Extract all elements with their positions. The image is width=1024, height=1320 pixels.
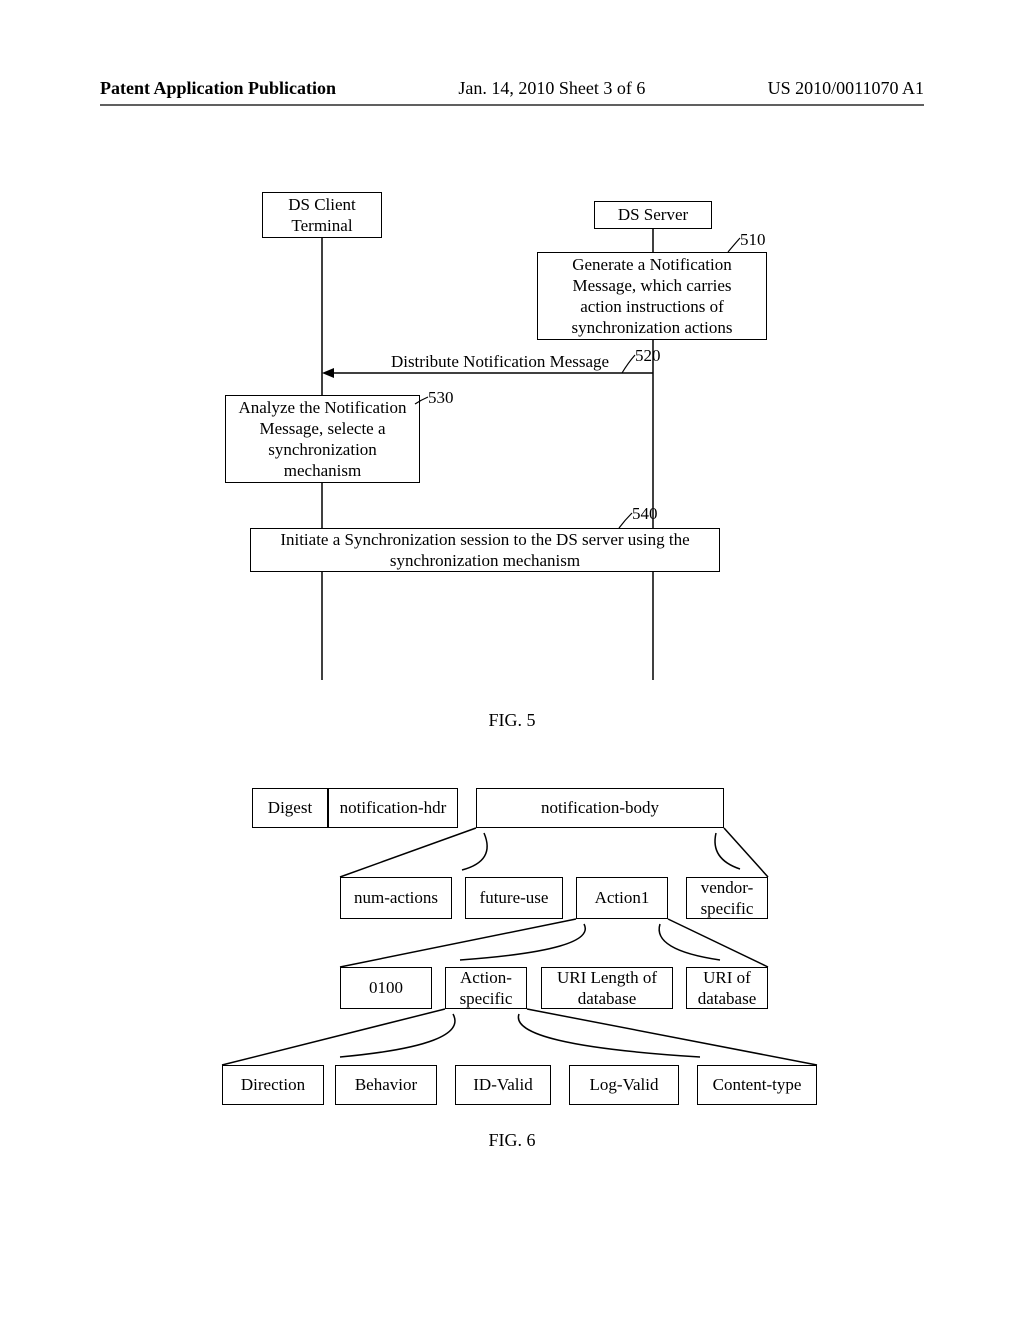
diagram-lines [0, 0, 1024, 1320]
